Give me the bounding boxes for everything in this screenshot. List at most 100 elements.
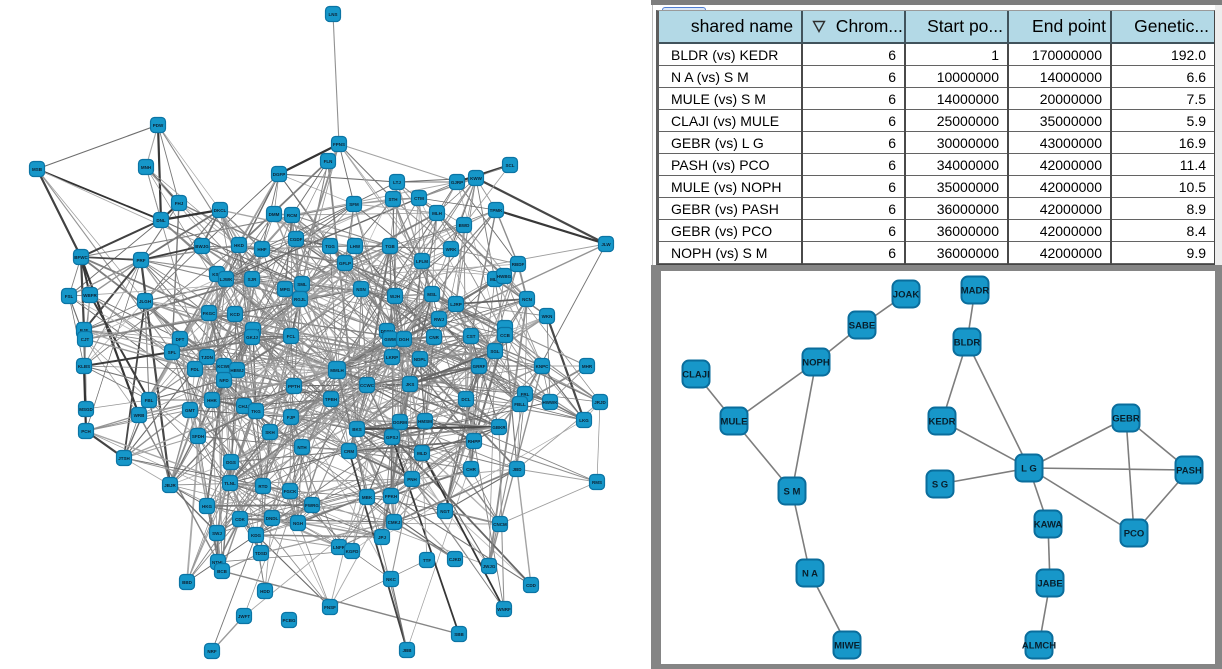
svg-text:SABE: SABE	[849, 321, 875, 332]
svg-text:KSB: KSB	[212, 272, 222, 277]
svg-text:MLH: MLH	[432, 211, 442, 216]
svg-text:FLN: FLN	[324, 159, 333, 164]
svg-text:FNSF: FNSF	[324, 605, 336, 610]
svg-text:S M: S M	[784, 487, 801, 498]
svg-text:SFM: SFM	[349, 202, 359, 207]
svg-text:PRF: PRF	[137, 258, 146, 263]
svg-text:LJRP: LJRP	[450, 302, 462, 307]
svg-text:FRL: FRL	[521, 392, 530, 397]
svg-text:RBDF: RBDF	[512, 262, 525, 267]
svg-text:ALMCH: ALMCH	[1022, 641, 1056, 652]
svg-text:MSL: MSL	[427, 292, 437, 297]
svg-text:GJRP: GJRP	[451, 180, 463, 185]
svg-text:JPJ: JPJ	[378, 535, 387, 540]
svg-text:NTHL: NTHL	[212, 560, 224, 565]
svg-text:LNFR: LNFR	[333, 545, 346, 550]
svg-text:KAWA: KAWA	[1034, 520, 1063, 531]
svg-text:SWJ: SWJ	[212, 531, 222, 536]
svg-text:WRK: WRK	[446, 247, 457, 252]
svg-text:RMS: RMS	[592, 480, 602, 485]
svg-text:JKS: JKS	[406, 382, 415, 387]
svg-text:BFWC: BFWC	[74, 255, 88, 260]
svg-text:WKN: WKN	[542, 314, 553, 319]
svg-text:DGS: DGS	[226, 460, 236, 465]
svg-text:KEDR: KEDR	[929, 417, 956, 428]
svg-text:CJT: CJT	[81, 337, 90, 342]
svg-text:NFD: NFD	[219, 378, 229, 383]
svg-text:WBFR: WBFR	[83, 293, 97, 298]
svg-text:GKJJ: GKJJ	[246, 335, 258, 340]
svg-text:BBD: BBD	[182, 580, 192, 585]
svg-text:HHF: HHF	[257, 247, 266, 252]
svg-text:KLBS: KLBS	[78, 364, 90, 369]
svg-text:CJKD: CJKD	[449, 557, 462, 562]
svg-text:MBK: MBK	[362, 495, 373, 500]
svg-text:BWJG: BWJG	[195, 244, 209, 249]
svg-text:JABE: JABE	[1037, 579, 1062, 590]
svg-text:CST: CST	[467, 334, 476, 339]
svg-text:FGCK: FGCK	[284, 489, 297, 494]
svg-text:KCD: KCD	[230, 312, 240, 317]
svg-text:DGFP: DGFP	[273, 172, 286, 177]
svg-text:MPG: MPG	[280, 287, 291, 292]
svg-text:GBKR: GBKR	[492, 425, 506, 430]
svg-text:PNH: PNH	[407, 477, 417, 482]
svg-text:FJP: FJP	[287, 415, 295, 420]
svg-text:NDPL: NDPL	[414, 357, 427, 362]
svg-text:NGH: NGH	[293, 521, 303, 526]
svg-text:NRF: NRF	[207, 649, 216, 654]
svg-text:GFLP: GFLP	[339, 261, 351, 266]
svg-text:S G: S G	[932, 480, 948, 491]
svg-text:JOAK: JOAK	[893, 290, 920, 301]
svg-text:FBL: FBL	[145, 398, 154, 403]
svg-text:TJDN: TJDN	[201, 355, 213, 360]
svg-text:LNS: LNS	[329, 12, 338, 17]
svg-text:HMSM: HMSM	[418, 419, 432, 424]
svg-text:LJWK: LJWK	[220, 277, 233, 282]
svg-text:TDSD: TDSD	[255, 551, 268, 556]
svg-text:MSB: MSB	[32, 167, 43, 172]
svg-text:FHJ: FHJ	[175, 201, 184, 206]
svg-text:MHR: MHR	[582, 364, 593, 369]
svg-text:MMLH: MMLH	[330, 368, 344, 373]
svg-text:SGL: SGL	[490, 349, 500, 354]
svg-text:RHPP: RHPP	[468, 439, 481, 444]
svg-text:BKS: BKS	[352, 427, 362, 432]
svg-text:CRM: CRM	[344, 449, 354, 454]
svg-text:JBD: JBD	[512, 467, 522, 472]
svg-text:NCN: NCN	[522, 297, 532, 302]
svg-text:MIWE: MIWE	[834, 641, 860, 652]
svg-text:FDL: FDL	[191, 367, 200, 372]
svg-text:JWJG: JWJG	[483, 564, 496, 569]
svg-text:GRRF: GRRF	[473, 364, 486, 369]
svg-text:KGFD: KGFD	[346, 549, 359, 554]
svg-text:MLD: MLD	[417, 451, 427, 456]
svg-text:L G: L G	[1021, 464, 1037, 475]
svg-text:WJH: WJH	[390, 294, 400, 299]
svg-text:DFT: DFT	[176, 337, 185, 342]
svg-text:BJF: BJF	[80, 328, 89, 333]
svg-text:MADR: MADR	[961, 286, 990, 297]
svg-text:HKD: HKD	[234, 243, 244, 248]
svg-text:JBB: JBB	[402, 648, 412, 653]
svg-text:SML: SML	[297, 282, 307, 287]
svg-text:CDK: CDK	[235, 517, 245, 522]
svg-text:HKG: HKG	[202, 504, 212, 509]
svg-text:KDG: KDG	[251, 533, 261, 538]
svg-text:MULE: MULE	[721, 417, 748, 428]
svg-text:HHK: HHK	[207, 398, 217, 403]
svg-text:CTM: CTM	[414, 196, 424, 201]
svg-text:FPNS: FPNS	[333, 142, 345, 147]
svg-text:PCH: PCH	[81, 429, 91, 434]
svg-text:NKC: NKC	[386, 577, 396, 582]
svg-text:FSL: FSL	[65, 294, 74, 299]
svg-text:SFDH: SFDH	[192, 434, 204, 439]
svg-text:FWRG: FWRG	[305, 503, 319, 508]
svg-text:CCB: CCB	[500, 333, 510, 338]
svg-text:DGH: DGH	[399, 337, 409, 342]
svg-text:JTSH: JTSH	[118, 456, 130, 461]
svg-text:BLDR: BLDR	[954, 338, 981, 349]
svg-text:CGDF: CGDF	[290, 237, 303, 242]
svg-text:GPSJ: GPSJ	[386, 435, 399, 440]
svg-text:SCL: SCL	[506, 163, 515, 168]
